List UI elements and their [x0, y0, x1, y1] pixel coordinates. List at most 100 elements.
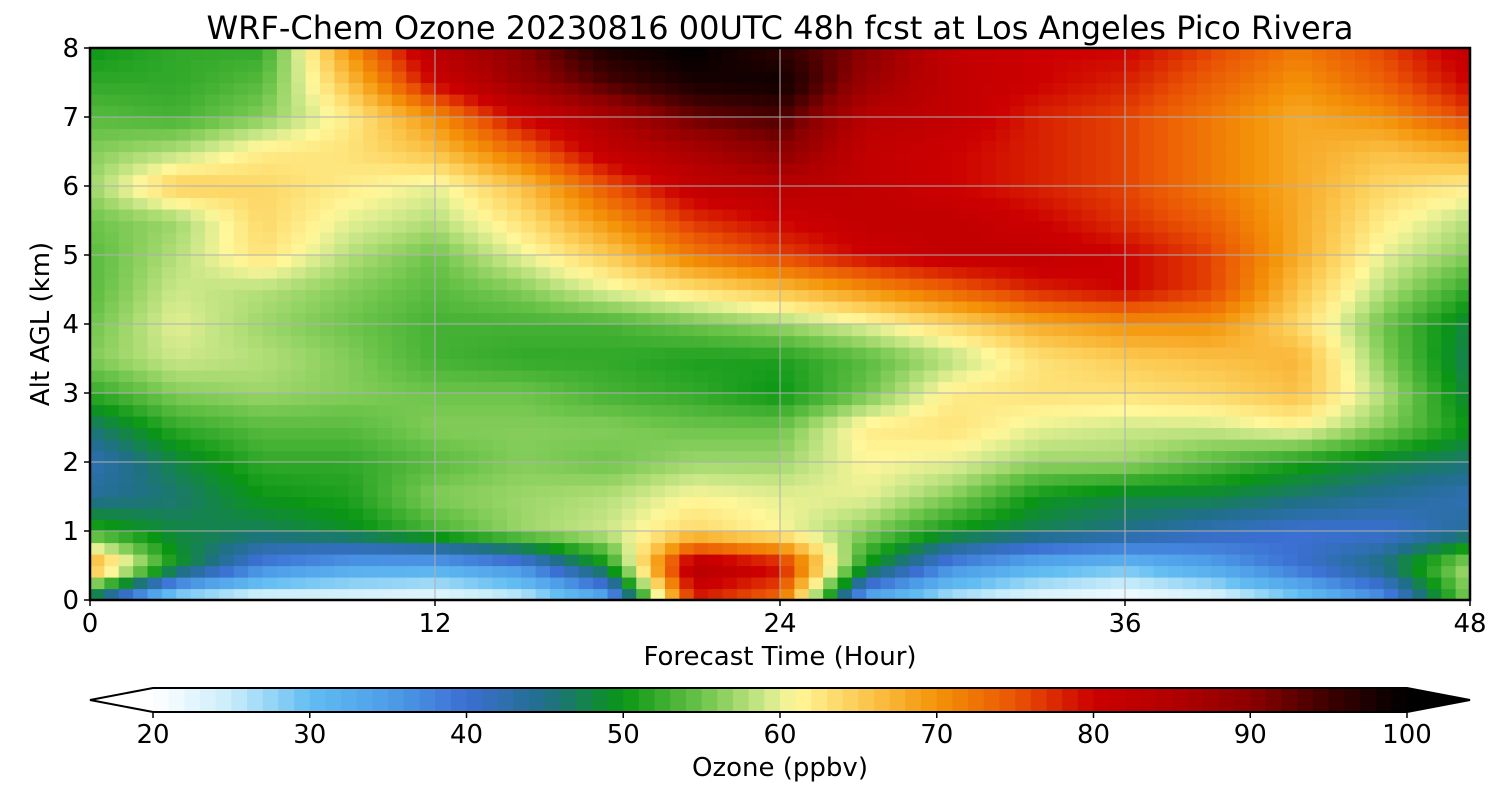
heatmap-cell [1240, 71, 1255, 84]
heatmap-cell [1426, 496, 1442, 509]
heatmap-cell [621, 519, 637, 532]
heatmap-cell [406, 266, 422, 279]
heatmap-cell [636, 209, 652, 222]
heatmap-cell [478, 508, 494, 521]
heatmap-cell [708, 358, 724, 371]
heatmap-cell [1096, 588, 1112, 600]
colorbar-segment [262, 688, 279, 712]
heatmap-cell [118, 347, 134, 360]
heatmap-cell [506, 278, 522, 291]
heatmap-cell [578, 554, 594, 567]
heatmap-cell [1196, 220, 1212, 233]
colorbar-segment [827, 688, 844, 712]
heatmap-cell [1125, 209, 1140, 222]
heatmap-cell [90, 439, 105, 452]
heatmap-cell [981, 48, 997, 61]
heatmap-cell [1254, 347, 1270, 360]
heatmap-cell [506, 266, 522, 279]
heatmap-cell [535, 588, 551, 600]
heatmap-cell [880, 542, 896, 555]
heatmap-cell [650, 174, 666, 187]
heatmap-cell [1110, 255, 1126, 268]
heatmap-cell [305, 117, 321, 130]
heatmap-cell [995, 117, 1011, 130]
heatmap-cell [535, 519, 551, 532]
heatmap-cell [780, 508, 795, 521]
heatmap-cell [794, 209, 810, 222]
heatmap-cell [880, 358, 896, 371]
heatmap-cell [1355, 381, 1370, 394]
heatmap-cell [320, 519, 335, 532]
heatmap-cell [550, 278, 565, 291]
heatmap-cell [320, 301, 335, 314]
heatmap-cell [463, 496, 479, 509]
heatmap-cell [578, 542, 594, 555]
heatmap-cell [1081, 347, 1097, 360]
heatmap-cell [1053, 508, 1069, 521]
heatmap-cell [1326, 370, 1342, 383]
heatmap-cell [837, 508, 853, 521]
heatmap-cell [391, 151, 407, 164]
heatmap-cell [866, 588, 882, 600]
heatmap-cell [190, 450, 206, 463]
heatmap-cell [1240, 278, 1255, 291]
heatmap-cell [938, 266, 954, 279]
heatmap-cell [1383, 59, 1399, 72]
heatmap-cell [1225, 59, 1241, 72]
heatmap-cell [205, 324, 220, 337]
heatmap-cell [377, 289, 393, 302]
heatmap-cell [923, 485, 939, 498]
heatmap-cell [866, 255, 882, 268]
heatmap-cell [1010, 71, 1025, 84]
heatmap-cell [1096, 450, 1112, 463]
heatmap-cell [1383, 220, 1399, 233]
heatmap-cell [823, 255, 839, 268]
heatmap-cell [823, 335, 839, 348]
heatmap-cell [320, 358, 335, 371]
heatmap-cell [391, 105, 407, 118]
heatmap-cell [966, 312, 982, 325]
heatmap-cell [1168, 140, 1184, 153]
heatmap-cell [1355, 151, 1370, 164]
heatmap-cell [938, 117, 954, 130]
heatmap-cell [765, 439, 781, 452]
heatmap-cell [118, 324, 134, 337]
heatmap-cell [104, 82, 120, 95]
heatmap-cell [923, 577, 939, 590]
heatmap-cell [1067, 485, 1083, 498]
heatmap-cell [1398, 335, 1414, 348]
heatmap-cell [133, 439, 149, 452]
heatmap-cell [1081, 71, 1097, 84]
heatmap-cell [435, 82, 450, 95]
heatmap-cell [693, 105, 709, 118]
heatmap-cell [535, 71, 551, 84]
heatmap-cell [104, 186, 120, 199]
heatmap-cell [348, 209, 364, 222]
heatmap-cell [1153, 140, 1169, 153]
heatmap-cell [1110, 381, 1126, 394]
heatmap-cell [851, 266, 867, 279]
heatmap-cell [233, 94, 249, 107]
heatmap-cell [406, 577, 422, 590]
heatmap-cell [837, 82, 853, 95]
heatmap-cell [147, 358, 163, 371]
heatmap-cell [1153, 485, 1169, 498]
heatmap-cell [736, 577, 752, 590]
heatmap-cell [938, 531, 954, 544]
heatmap-cell [219, 565, 235, 578]
heatmap-cell [1125, 358, 1140, 371]
heatmap-cell [420, 370, 436, 383]
heatmap-cell [1283, 370, 1299, 383]
heatmap-cell [1340, 416, 1356, 429]
heatmap-cell [1153, 519, 1169, 532]
heatmap-cell [808, 117, 824, 130]
heatmap-cell [1369, 427, 1385, 440]
heatmap-cell [1139, 577, 1155, 590]
heatmap-cell [1211, 450, 1227, 463]
heatmap-cell [1010, 151, 1025, 164]
heatmap-cell [90, 174, 105, 187]
colorbar-segment [1062, 688, 1079, 712]
heatmap-cell [736, 128, 752, 141]
heatmap-cell [966, 220, 982, 233]
heatmap-cell [1139, 312, 1155, 325]
